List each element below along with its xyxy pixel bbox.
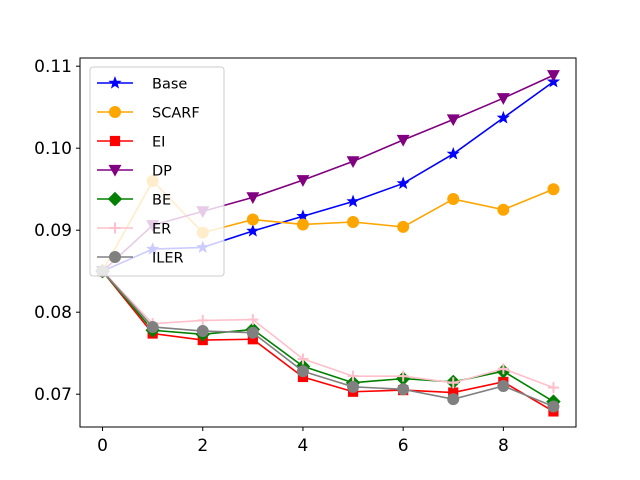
x-tick-label: 4 bbox=[298, 436, 309, 456]
series-line-iler bbox=[101, 270, 554, 408]
data-point bbox=[447, 393, 460, 406]
data-point bbox=[397, 383, 410, 396]
data-point bbox=[497, 380, 510, 392]
data-point bbox=[246, 224, 260, 237]
legend-marker bbox=[109, 106, 121, 118]
legend-label: DP bbox=[152, 164, 172, 180]
data-point bbox=[497, 203, 510, 216]
legend-item-ei: EI bbox=[97, 135, 165, 151]
legend-marker bbox=[109, 222, 121, 234]
data-point bbox=[297, 353, 309, 365]
legend-item-scarf: SCARF bbox=[97, 106, 200, 122]
legend-label: ER bbox=[152, 222, 171, 238]
data-point bbox=[296, 365, 309, 378]
legend-marker bbox=[108, 76, 122, 89]
legend: Base SCARF EI DP BE ER ILER bbox=[89, 66, 225, 277]
legend-label: EI bbox=[152, 135, 165, 151]
data-point bbox=[347, 216, 360, 228]
data-point bbox=[447, 193, 460, 206]
series-line-ei bbox=[101, 270, 554, 413]
data-point bbox=[397, 220, 410, 233]
data-point bbox=[396, 176, 410, 190]
x-tick-label: 6 bbox=[398, 436, 409, 456]
legend-label: SCARF bbox=[152, 106, 200, 122]
data-point bbox=[246, 326, 259, 339]
data-point bbox=[547, 382, 559, 394]
data-point bbox=[246, 192, 260, 205]
data-point bbox=[247, 314, 259, 326]
y-tick-label: 0.09 bbox=[34, 221, 72, 241]
data-point bbox=[296, 218, 309, 231]
legend-marker bbox=[108, 164, 122, 177]
data-point bbox=[547, 183, 560, 196]
data-point bbox=[397, 370, 409, 382]
data-point bbox=[446, 147, 460, 160]
y-tick-label: 0.07 bbox=[34, 385, 72, 405]
data-point bbox=[196, 325, 209, 338]
data-point bbox=[146, 320, 159, 333]
data-point bbox=[496, 110, 510, 124]
data-point bbox=[396, 134, 410, 147]
data-point bbox=[497, 363, 509, 375]
legend-marker bbox=[109, 135, 121, 147]
legend-item-iler: ILER bbox=[97, 251, 184, 267]
legend-marker bbox=[107, 191, 123, 207]
legend-label: ILER bbox=[152, 251, 184, 267]
data-point bbox=[547, 400, 560, 413]
data-point bbox=[447, 377, 459, 389]
x-tick-label: 2 bbox=[197, 436, 208, 456]
legend-item-er: ER bbox=[97, 222, 171, 238]
x-axis: 0 2 4 6 8 bbox=[97, 427, 509, 456]
data-point bbox=[197, 314, 209, 326]
y-tick-label: 0.10 bbox=[34, 139, 72, 159]
data-point bbox=[347, 370, 359, 382]
legend-marker bbox=[109, 251, 121, 263]
data-point bbox=[446, 114, 460, 127]
y-tick-label: 0.11 bbox=[34, 57, 72, 77]
plot-frame bbox=[79, 57, 577, 428]
data-point bbox=[296, 175, 310, 187]
series-line-er bbox=[101, 270, 554, 389]
legend-item-base: Base bbox=[97, 76, 187, 93]
data-point bbox=[346, 194, 360, 208]
legend-label: BE bbox=[152, 193, 171, 209]
data-point bbox=[547, 70, 560, 82]
x-tick-label: 0 bbox=[97, 436, 108, 456]
x-tick-label: 8 bbox=[498, 436, 509, 456]
y-tick-label: 0.08 bbox=[34, 303, 72, 323]
legend-box bbox=[89, 66, 225, 277]
y-axis: 0.07 0.08 0.09 0.10 0.11 bbox=[34, 57, 80, 405]
legend-label: Base bbox=[152, 77, 187, 93]
data-point bbox=[496, 93, 510, 105]
data-point bbox=[347, 380, 360, 393]
data-point bbox=[246, 213, 259, 226]
legend-item-dp: DP bbox=[97, 164, 172, 180]
data-point bbox=[346, 156, 360, 168]
legend-item-be: BE bbox=[97, 191, 171, 209]
